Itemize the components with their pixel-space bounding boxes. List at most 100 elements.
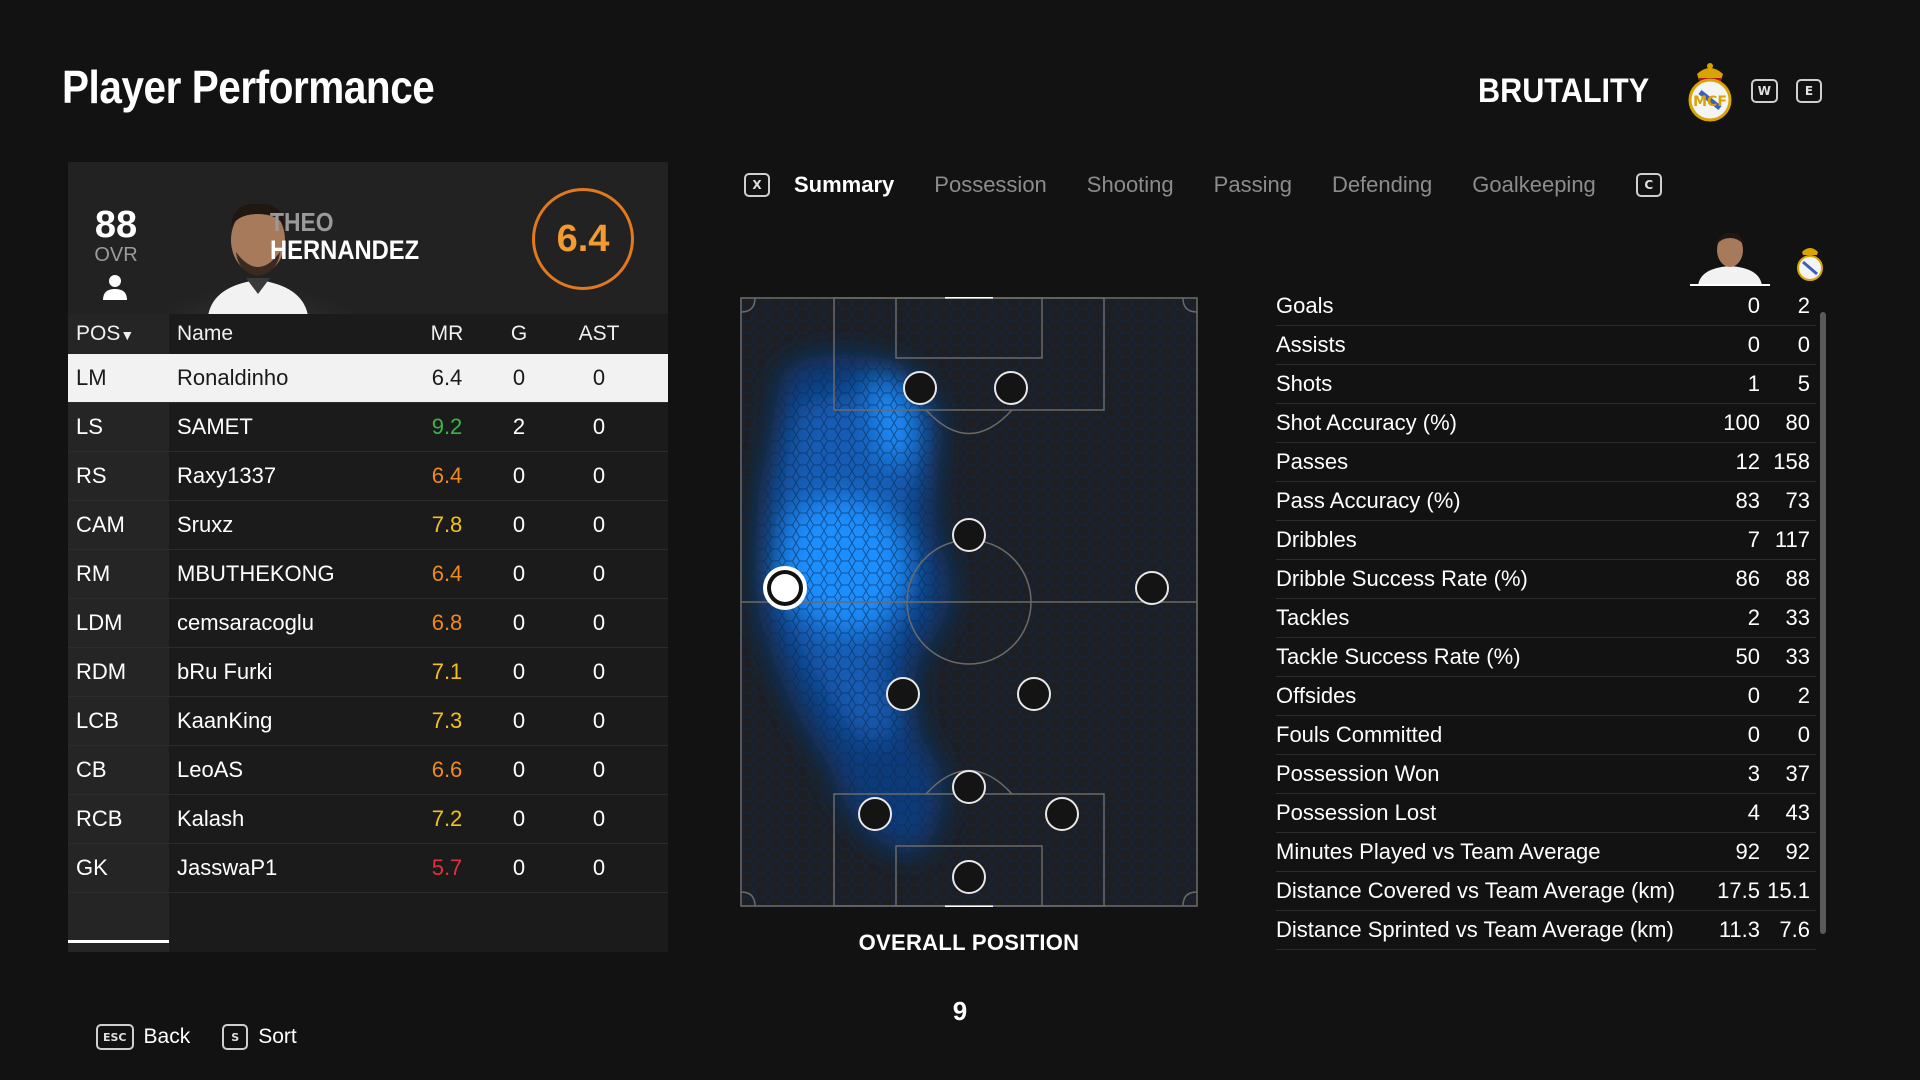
squad-row[interactable]: RCB Kalash 7.2 0 0 [68, 795, 668, 844]
sort-key[interactable]: S [222, 1024, 249, 1050]
prev-team-key[interactable]: W [1750, 79, 1778, 103]
player-goals: 2 [512, 414, 526, 439]
player-match-rating: 6.4 [431, 463, 463, 488]
match-rating-value: 6.4 [556, 217, 610, 260]
stat-row: Pass Accuracy (%) 83 73 [1276, 482, 1816, 521]
stat-player-value: 0 [1747, 722, 1760, 747]
stat-label: Minutes Played vs Team Average [1276, 839, 1601, 864]
next-team-key[interactable]: E [1796, 79, 1822, 103]
player-assists: 0 [592, 365, 606, 390]
squad-row[interactable]: RM MBUTHEKONG 6.4 0 0 [68, 550, 668, 599]
pos-column-background [68, 314, 169, 952]
sort-down-icon: ▼ [120, 327, 135, 343]
tab-passing[interactable]: Passing [1213, 172, 1292, 197]
goals-header[interactable]: G [510, 322, 528, 345]
stat-team-value: 2 [1797, 293, 1810, 318]
squad-row[interactable]: LDM cemsaracoglu 6.8 0 0 [68, 599, 668, 648]
stats-table: Goals 0 2 Assists 0 0 Shots 1 5 Shot Accuracy (%)… [1276, 287, 1816, 950]
stat-row: Assists 0 0 [1276, 326, 1816, 365]
stat-label: Assists [1276, 332, 1346, 357]
stat-label: Shots [1276, 371, 1333, 396]
stat-row: Minutes Played vs Team Average 92 92 [1276, 833, 1816, 872]
tab-next-key[interactable]: C [1635, 173, 1662, 197]
ovr-value: 88 [94, 204, 138, 246]
squad-row[interactable]: LS SAMET 9.2 2 0 [68, 403, 668, 452]
player-goals: 0 [512, 708, 526, 733]
ovr-label: OVR [94, 244, 138, 266]
player-assists: 0 [592, 512, 606, 537]
stat-player-value: 0 [1747, 332, 1760, 357]
squad-row[interactable]: LCB KaanKing 7.3 0 0 [68, 697, 668, 746]
player-match-rating: 6.8 [431, 610, 463, 635]
person-icon [100, 272, 130, 302]
tab-possession[interactable]: Possession [934, 172, 1047, 197]
player-goals: 0 [512, 561, 526, 586]
back-button-label[interactable]: Back [143, 1025, 191, 1048]
stat-row: Passes 12 158 [1276, 443, 1816, 482]
mr-header[interactable]: MR [430, 322, 464, 345]
stat-row: Distance Covered vs Team Average (km) 17.… [1276, 872, 1816, 911]
player-name: bRu Furki [177, 659, 273, 684]
stat-label: Possession Lost [1276, 800, 1437, 825]
club-crest-icon: MCF [1687, 60, 1733, 122]
stat-player-value: 0 [1747, 293, 1760, 318]
stat-player-value: 7 [1747, 527, 1760, 552]
squad-row[interactable]: GK JasswaP1 5.7 0 0 [68, 844, 668, 893]
pos-header[interactable]: POS▼ [68, 322, 169, 346]
name-header[interactable]: Name [177, 322, 234, 345]
stat-team-value: 0 [1797, 722, 1810, 747]
player-assists: 0 [592, 708, 606, 733]
stat-label: Passes [1276, 449, 1349, 474]
tab-prev-key[interactable]: X [744, 173, 770, 197]
stat-label: Distance Sprinted vs Team Average (km) [1276, 917, 1674, 942]
sort-button-label[interactable]: Sort [258, 1025, 297, 1048]
player-position: RCB [76, 806, 123, 831]
player-name: MBUTHEKONG [177, 561, 335, 586]
stat-team-value: 43 [1785, 800, 1810, 825]
stats-tabs: X Summary Possession Shooting Passing De… [744, 172, 1686, 198]
player-position: RM [76, 561, 111, 586]
player-goals: 0 [512, 659, 526, 684]
squad-rows: LM Ronaldinho 6.4 0 0 LS SAMET 9.2 2 0 RS Raxy1337 6… [68, 354, 668, 893]
player-match-rating: 7.1 [431, 659, 463, 684]
esc-key[interactable]: ESC [96, 1024, 134, 1050]
player-assists: 0 [592, 757, 606, 782]
player-assists: 0 [592, 414, 606, 439]
player-goals: 0 [512, 463, 526, 488]
squad-row[interactable]: RDM bRu Furki 7.1 0 0 [68, 648, 668, 697]
stat-label: Goals [1276, 293, 1334, 318]
player-position: GK [76, 855, 108, 880]
player-card: 88 OVR [68, 162, 668, 314]
stat-player-value: 17.5 [1717, 878, 1760, 903]
tab-defending[interactable]: Defending [1331, 172, 1433, 197]
player-name: Raxy1337 [177, 463, 277, 488]
tab-summary[interactable]: Summary [794, 172, 895, 197]
stat-row: Tackle Success Rate (%) 50 33 [1276, 638, 1816, 677]
stat-player-value: 50 [1735, 644, 1760, 669]
tab-shooting[interactable]: Shooting [1086, 172, 1174, 197]
player-position: LS [76, 414, 103, 439]
tab-goalkeeping[interactable]: Goalkeeping [1472, 172, 1596, 197]
player-position: LDM [76, 610, 123, 635]
squad-row[interactable]: CB LeoAS 6.6 0 0 [68, 746, 668, 795]
player-name: KaanKing [177, 708, 273, 733]
squad-row[interactable]: CAM Sruxz 7.8 0 0 [68, 501, 668, 550]
player-position: RDM [76, 659, 127, 684]
stat-team-value: 37 [1785, 761, 1810, 786]
team-name: BRUTALITY [1477, 71, 1649, 110]
squad-table: POS▼ Name MR G AST LM Ronaldinho 6.4 0 0 LS SA… [68, 314, 668, 893]
selected-player-marker [763, 566, 807, 610]
player-match-rating: 9.2 [431, 414, 463, 439]
player-match-rating: 7.8 [431, 512, 463, 537]
squad-row[interactable]: RS Raxy1337 6.4 0 0 [68, 452, 668, 501]
stat-label: Pass Accuracy (%) [1276, 488, 1461, 513]
stat-label: Tackles [1276, 605, 1350, 630]
player-match-rating: 7.2 [431, 806, 463, 831]
stats-scrollbar[interactable] [1820, 312, 1826, 934]
player-name: Sruxz [177, 512, 234, 537]
assists-header[interactable]: AST [578, 322, 620, 345]
stat-team-value: 80 [1785, 410, 1810, 435]
stat-label: Distance Covered vs Team Average (km) [1276, 878, 1676, 903]
team-header: BRUTALITY MCF W E [1459, 60, 1822, 122]
squad-row[interactable]: LM Ronaldinho 6.4 0 0 [68, 354, 668, 403]
